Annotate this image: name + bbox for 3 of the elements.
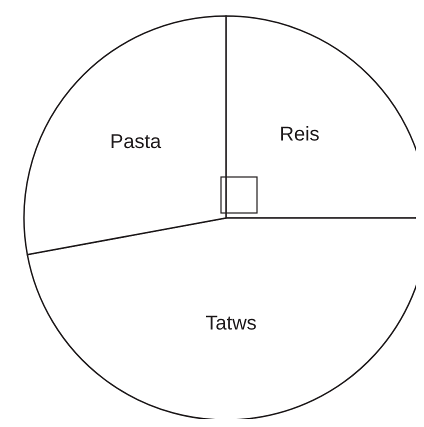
slice-label: Reis <box>280 123 320 146</box>
slice-label: Pasta <box>110 130 162 153</box>
slice-label: Tatws <box>206 312 257 335</box>
